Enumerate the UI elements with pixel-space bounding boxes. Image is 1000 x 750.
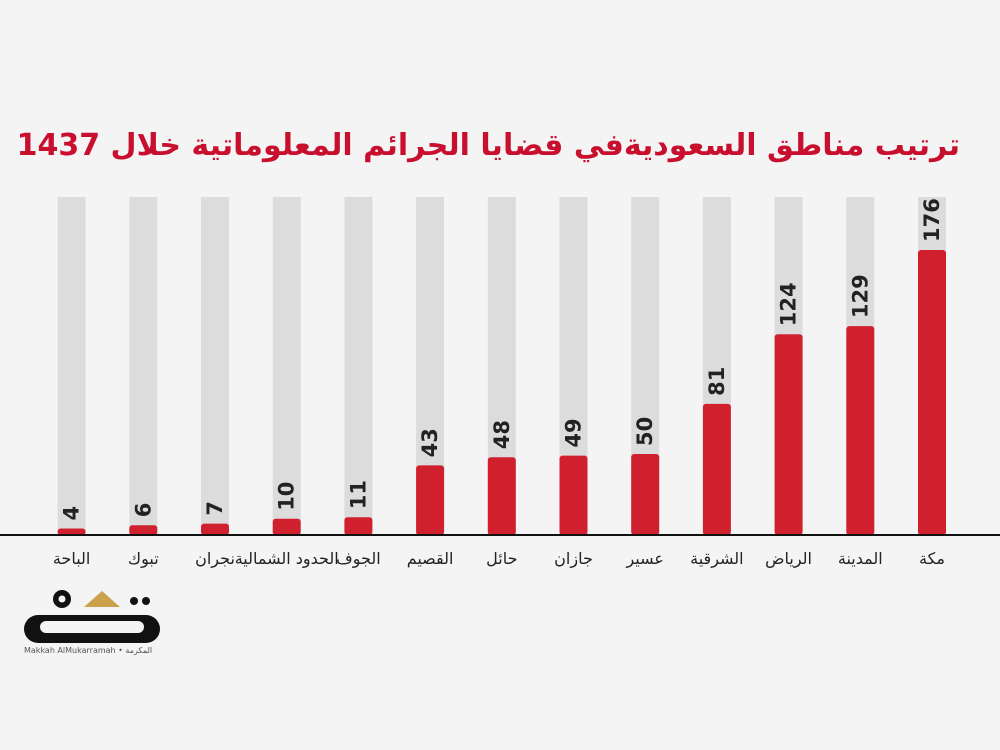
bar: [559, 455, 588, 535]
bar-value-label: 48: [490, 420, 514, 449]
bar-value-label: 6: [131, 503, 155, 518]
category-label: عسير: [626, 549, 664, 568]
logo-caption: Makkah AlMukarramah • المكرمة: [24, 646, 153, 655]
bar-value-label: 49: [562, 418, 586, 447]
bar-value-label: 124: [777, 282, 801, 326]
category-label: حائل: [486, 549, 518, 568]
makkah-logo: [22, 585, 162, 655]
bar: [344, 517, 373, 535]
bar: [631, 454, 660, 535]
chart-title: ترتيب مناطق السعوديةفي قضايا الجرائم الم…: [16, 128, 960, 163]
bar-value-label: 176: [920, 198, 944, 242]
bar-track: [57, 197, 86, 535]
bar: [272, 518, 301, 535]
bar: [487, 457, 516, 535]
bar: [201, 523, 229, 535]
bar: [918, 250, 946, 535]
bar-track: [129, 197, 158, 535]
bar-value-label: 11: [346, 480, 370, 509]
category-label: نجران: [195, 549, 235, 568]
category-label: الجوف: [336, 549, 381, 568]
bar-value-label: 10: [275, 482, 299, 511]
bar-value-label: 129: [848, 274, 872, 318]
bar-track: [344, 197, 373, 535]
category-label: الحدود الشمالية: [234, 549, 339, 568]
bar-value-label: 4: [60, 506, 84, 521]
bar-value-label: 43: [418, 428, 442, 457]
bar-value-label: 7: [203, 501, 227, 516]
category-label: مكة: [919, 549, 945, 568]
bar-value-label: 50: [633, 417, 657, 446]
bar: [846, 326, 875, 535]
bar: [416, 465, 445, 535]
category-label: تبوك: [127, 549, 159, 568]
bar: [774, 334, 803, 535]
category-label: الشرقية: [690, 549, 744, 568]
makkah-logo-icon: [24, 590, 160, 643]
category-label: الرياض: [765, 549, 812, 568]
bar: [57, 528, 86, 535]
bar: [129, 525, 158, 535]
bar: [702, 403, 731, 535]
bar-track: [272, 197, 301, 535]
bar-value-label: 81: [705, 367, 729, 396]
bar-track: [201, 197, 229, 535]
category-label: المدينة: [837, 549, 883, 568]
category-label: القصيم: [406, 549, 454, 568]
category-label: الباحة: [52, 549, 91, 568]
category-label: جازان: [554, 549, 593, 568]
